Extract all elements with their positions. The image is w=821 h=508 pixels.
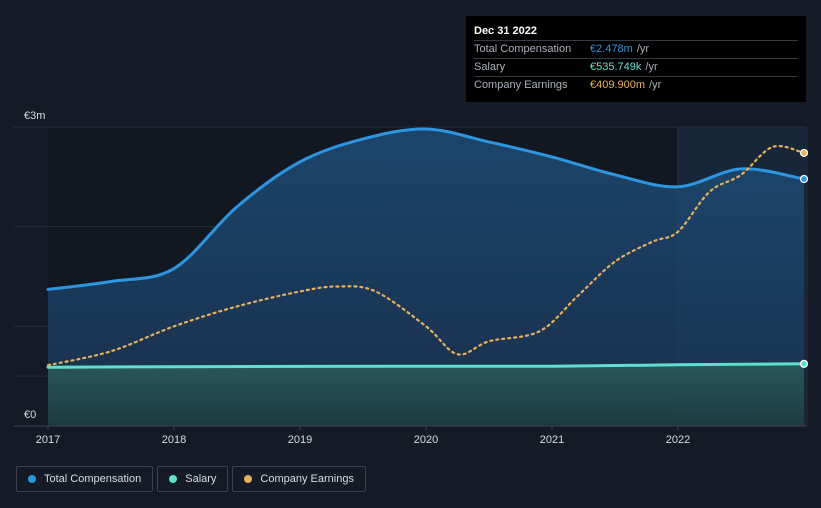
tooltip-value: €409.900m (590, 79, 646, 91)
legend-item-total-compensation[interactable]: Total Compensation (16, 466, 154, 492)
total-compensation-end-marker (799, 174, 809, 184)
tooltip-value: €535.749k (590, 61, 642, 73)
salary-area (48, 363, 804, 426)
legend-item-salary[interactable]: Salary (157, 466, 229, 492)
tooltip-date: Dec 31 2022 (474, 25, 537, 37)
company-earnings-end-marker (799, 148, 809, 158)
legend-label: Total Compensation (44, 473, 142, 485)
tooltip-unit: /yr (636, 43, 650, 55)
tooltip-value: €2.478m (590, 43, 633, 55)
x-tick-label: 2018 (162, 434, 186, 446)
salary-dot-icon (169, 475, 178, 483)
tooltip-label: Salary (474, 61, 506, 73)
tooltip-row-total-compensation: Total Compensation €2.478m /yr (474, 40, 798, 58)
chart-tooltip: Dec 31 2022 Total Compensation €2.478m /… (466, 16, 806, 102)
tooltip-unit: /yr (649, 79, 662, 91)
y-tick-label: €0 (24, 409, 36, 421)
x-tick-label: 2022 (666, 434, 690, 446)
x-tick-label: 2021 (540, 434, 564, 446)
tooltip-row-salary: Salary €535.749k /yr (474, 58, 798, 76)
total-compensation-line (46, 127, 806, 291)
company-earnings-dot-icon (244, 475, 253, 483)
total-compensation-area (48, 128, 804, 427)
x-tick-label: 2020 (414, 434, 438, 446)
salary-end-marker (799, 359, 809, 368)
y-tick-label: €3m (24, 110, 45, 122)
salary-line (46, 362, 806, 369)
legend-label: Salary (185, 473, 217, 485)
company-earnings-line (46, 145, 806, 367)
tooltip-label: Total Compensation (474, 43, 572, 55)
tooltip-row-company-earnings: Company Earnings €409.900m /yr (474, 76, 798, 94)
tooltip-label: Company Earnings (474, 79, 568, 91)
legend-item-company-earnings[interactable]: Company Earnings (232, 466, 366, 492)
total-compensation-dot-icon (28, 475, 36, 483)
chart-legend: Total Compensation Salary Company Earnin… (16, 466, 366, 492)
x-tick-label: 2017 (36, 434, 60, 446)
x-tick-label: 2019 (288, 434, 312, 446)
legend-label: Company Earnings (260, 473, 354, 485)
tooltip-unit: /yr (645, 61, 658, 73)
plot-margin (0, 127, 48, 426)
